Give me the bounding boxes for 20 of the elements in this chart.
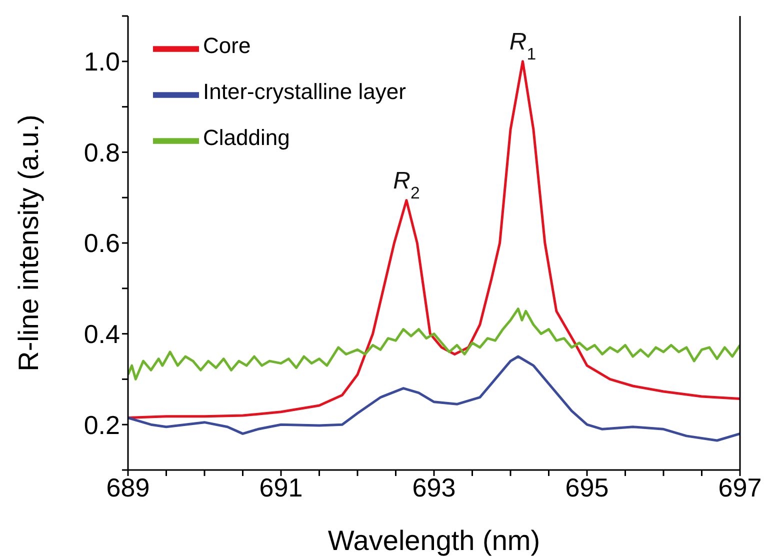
line-series <box>128 308 740 380</box>
legend-label: Cladding <box>203 125 290 150</box>
line-series <box>128 60 740 420</box>
y-tick-label: 0.6 <box>84 228 120 258</box>
line-series <box>128 355 740 442</box>
y-axis-title: R-line intensity (a.u.) <box>12 114 44 372</box>
y-tick-label: 0.2 <box>84 410 120 440</box>
y-tick-label: 0.4 <box>84 319 120 350</box>
annotation: R$_{1}$ <box>509 28 536 63</box>
legend-label: Core <box>203 33 251 58</box>
x-tick-label: 689 <box>106 472 150 502</box>
x-tick-label: 691 <box>259 472 303 502</box>
x-tick-label: 695 <box>565 472 609 502</box>
y-tick-label: 0.8 <box>84 137 120 168</box>
y-tick-label: 1.0 <box>84 46 120 77</box>
annotation: R$_{2}$ <box>393 167 420 202</box>
x-tick-label: 697 <box>718 472 762 502</box>
x-axis-title: Wavelength (nm) <box>328 525 540 556</box>
legend-label: Inter-crystalline layer <box>203 79 406 104</box>
x-tick-label: 693 <box>412 472 456 502</box>
